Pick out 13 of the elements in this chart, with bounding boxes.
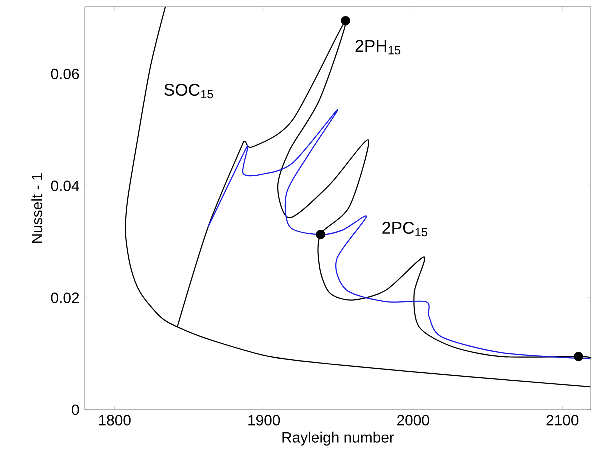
y-tick-label: 0.04 bbox=[51, 180, 80, 192]
x-tick-label: 2000 bbox=[398, 415, 430, 426]
y-tick-label: 0 bbox=[72, 404, 80, 416]
y-tick-label: 0.06 bbox=[51, 68, 80, 80]
x-axis-title: Rayleigh number bbox=[282, 432, 394, 446]
series-label: 2PH$_{15}$ bbox=[356, 40, 401, 55]
series-label: SOC$_{15}$ bbox=[164, 84, 214, 99]
y-axis-title: Nusselt - 1 bbox=[32, 174, 43, 243]
x-tick-label: 1800 bbox=[99, 415, 131, 426]
x-tick-label: 2100 bbox=[546, 415, 579, 426]
y-tick-label: 0.02 bbox=[51, 292, 80, 304]
x-tick-label: 1900 bbox=[248, 415, 280, 426]
series-label: 2PC$_{15}$ bbox=[382, 222, 428, 237]
